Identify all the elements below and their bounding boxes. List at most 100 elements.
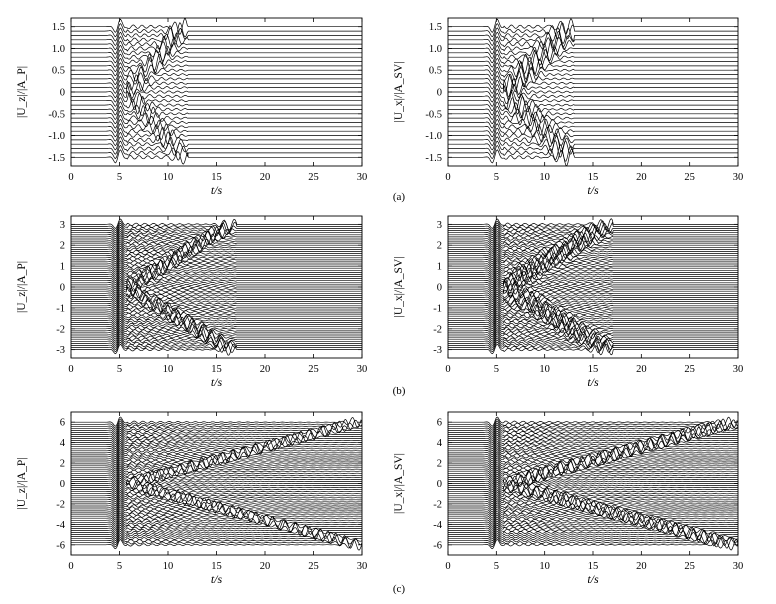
x-axis-label: t/s [587,572,599,586]
x-tick-label: 20 [260,561,271,572]
waveform-trace [448,30,738,50]
waveform-trace [448,502,738,514]
waveform-trace [71,258,362,270]
waveform-trace [448,140,738,158]
y-tick-label: -2 [56,499,65,510]
waveform-trace [71,445,362,457]
waveform-trace [448,243,738,255]
x-tick-label: 5 [494,172,499,183]
waveform-trace [71,297,362,311]
waveform-trace [71,318,362,331]
waveform-trace [71,31,362,48]
waveform-trace [71,285,362,297]
waveform-trace [71,220,362,233]
waveform-trace [448,131,738,147]
waveform-trace [71,422,362,434]
y-tick-label: -6 [56,540,65,551]
waveform-trace [448,231,738,243]
waveform-trace [448,126,738,144]
waveform-trace [448,320,738,333]
y-tick-label: 0 [60,479,65,490]
x-axis-label: t/s [211,572,223,586]
y-tick-label: -1.5 [48,153,65,164]
waveform-trace [71,416,362,428]
waveform-trace [71,251,362,264]
waveform-trace [448,237,738,249]
waveform-trace [448,283,738,295]
waveform-trace [448,284,738,299]
waveform-trace [71,465,362,477]
waveform-trace [71,49,362,64]
waveform-trace [448,69,738,88]
waveform-trace [71,493,362,506]
y-tick-label: 0 [437,479,442,490]
x-tick-label: 25 [684,561,695,572]
subfigure-label-b: (b) [393,385,406,397]
waveform-trace [71,57,362,74]
y-tick-label: -1.0 [48,131,65,142]
waveform-trace [448,255,738,269]
waveform-trace [448,287,738,299]
waveform-trace [448,114,738,132]
waveform-trace [448,438,738,450]
waveform-trace [448,337,738,349]
waveform-trace [71,446,362,459]
waveform-trace [71,440,362,452]
waveform-trace [71,287,362,299]
subfigure-label-c: (c) [393,583,406,595]
trace-group [448,416,738,551]
waveform-trace [71,291,362,303]
waveform-trace [448,110,738,127]
waveform-trace [448,310,738,322]
x-tick-label: 15 [588,561,599,572]
waveform-trace [71,498,362,510]
y-tick-label: -2 [433,499,442,510]
waveform-trace [71,457,362,470]
waveform-trace [448,297,738,311]
waveform-trace [448,420,738,433]
y-tick-label: 4 [60,438,66,449]
waveform-trace [448,299,738,313]
y-axis-label: |U_x|/|A_SV| [393,453,405,514]
waveform-trace [71,442,362,455]
waveform-trace [448,66,738,84]
waveform-trace [448,493,738,506]
waveform-trace [71,489,362,502]
waveform-trace [448,516,738,528]
waveform-trace [448,537,738,549]
waveform-trace [71,341,362,354]
waveform-trace [71,79,362,96]
waveform-trace [448,479,738,492]
waveform-trace [71,539,362,551]
waveform-trace [71,245,362,258]
x-tick-label: 0 [445,364,450,375]
waveform-trace [71,468,362,482]
waveform-trace [71,426,362,438]
waveform-trace [71,276,362,288]
waveform-trace [71,322,362,335]
waveform-trace [71,485,362,497]
y-tick-label: 0 [437,283,442,294]
waveform-trace [448,267,738,282]
waveform-trace [448,481,738,494]
waveform-trace [71,118,362,134]
waveform-trace [71,83,362,99]
waveform-trace [71,95,362,115]
x-axis-label: t/s [587,375,599,389]
x-tick-label: 0 [68,364,73,375]
waveform-trace [448,528,738,541]
waveform-trace [448,105,738,122]
waveform-trace [448,308,738,320]
waveform-trace [71,126,362,145]
y-tick-label: -1.5 [425,153,442,164]
waveform-trace [71,62,362,78]
waveform-trace [71,335,362,347]
trace-group [71,18,362,165]
waveform-trace [71,463,362,476]
y-tick-label: -4 [433,520,442,531]
trace-group [448,218,738,356]
waveform-trace [448,241,738,254]
waveform-trace [71,470,362,484]
chart-panel-a-right: 0 5 10 15 20 25 30 1.5 1.0 0.5 0 -0.5 -1.0 -1.5 t/s |U_… [393,17,743,197]
waveform-trace [448,260,738,272]
